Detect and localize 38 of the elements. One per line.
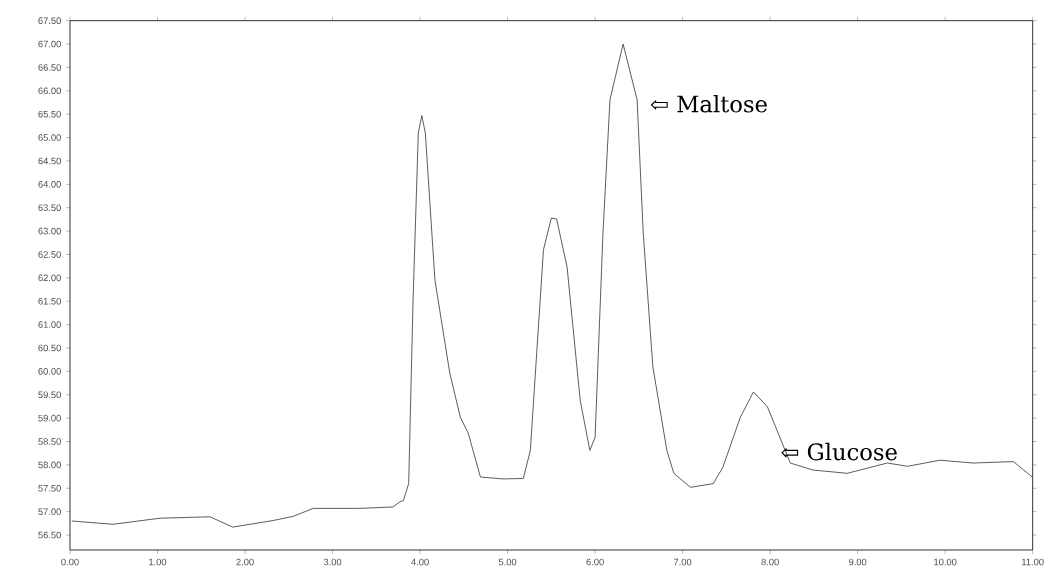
x-tick-label: 10.00 xyxy=(934,558,957,566)
y-tick-label: 62.50 xyxy=(38,251,61,258)
x-tick-label: 8.00 xyxy=(761,558,779,566)
y-tick-label: 63.00 xyxy=(38,227,61,235)
annotation: ⇦ Maltose xyxy=(650,94,767,113)
y-tick-label: 61.00 xyxy=(38,321,61,328)
x-tick-label: 0.00 xyxy=(61,558,79,566)
line-series xyxy=(71,43,1033,528)
y-tick-label: 57.50 xyxy=(38,484,61,492)
y-tick-label: 65.50 xyxy=(38,110,61,118)
y-tick-label: 64.50 xyxy=(38,157,61,165)
x-tick-label: 9.00 xyxy=(849,558,867,566)
y-tick-label: 64.00 xyxy=(38,181,61,188)
y-tick-label: 59.50 xyxy=(38,391,61,399)
y-tick-label: 61.50 xyxy=(38,297,61,305)
y-tick-label: 66.00 xyxy=(38,87,61,95)
x-tick-label: 11.00 xyxy=(1022,558,1044,566)
x-tick-label: 1.00 xyxy=(149,558,167,566)
y-tick-label: 56.50 xyxy=(38,531,61,539)
x-tick-label: 6.00 xyxy=(586,558,604,566)
y-tick-label: 63.50 xyxy=(38,204,61,212)
y-tick-label: 58.00 xyxy=(38,461,61,469)
x-tick-label: 2.00 xyxy=(236,558,254,566)
x-tick-label: 3.00 xyxy=(323,558,342,566)
y-tick-label: 67.50 xyxy=(38,17,61,24)
y-tick-label: 66.50 xyxy=(38,64,61,71)
y-tick-label: 58.50 xyxy=(38,438,61,445)
x-tick-label: 4.00 xyxy=(411,558,429,566)
x-tick-label: 5.00 xyxy=(498,558,517,566)
annotation: ⇦ Glucose xyxy=(781,442,897,461)
y-tick-label: 57.00 xyxy=(38,508,61,515)
y-tick-label: 65.00 xyxy=(38,134,61,141)
y-tick-label: 59.00 xyxy=(38,414,61,422)
x-tick-label: 7.00 xyxy=(674,558,692,566)
y-tick-label: 60.50 xyxy=(38,344,61,352)
y-tick-label: 60.00 xyxy=(38,368,61,375)
y-tick-label: 62.00 xyxy=(38,274,61,282)
y-tick-label: 67.00 xyxy=(38,40,61,48)
